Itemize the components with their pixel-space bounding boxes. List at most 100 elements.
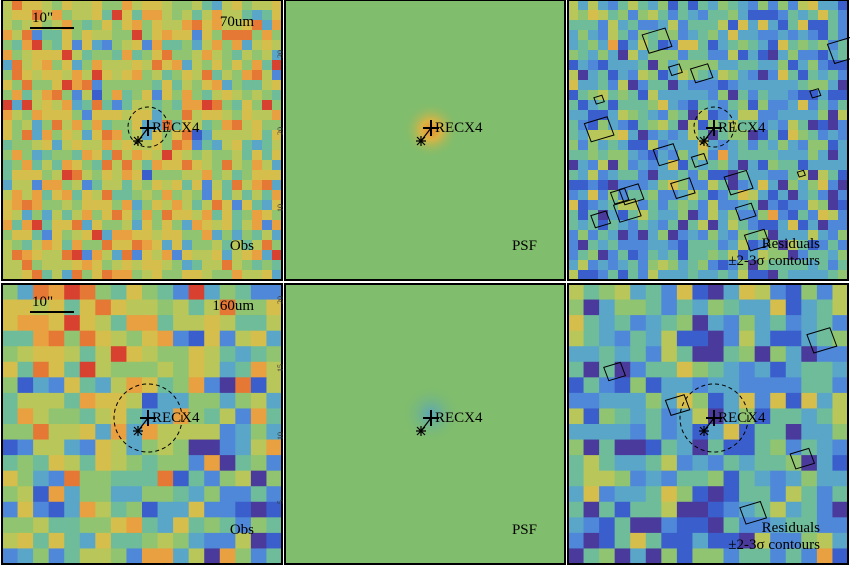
pixel <box>64 377 81 394</box>
pixel <box>614 330 631 347</box>
pixel <box>22 210 33 221</box>
pixel <box>110 486 127 503</box>
pixel <box>32 150 43 161</box>
pixel <box>658 250 669 261</box>
pixel <box>22 240 33 251</box>
pixel <box>638 270 649 281</box>
pixel <box>598 170 609 181</box>
pixel <box>222 200 233 211</box>
pixel <box>192 70 203 81</box>
pixel <box>152 180 163 191</box>
pixel <box>22 90 33 101</box>
pixel <box>676 470 693 487</box>
pixel <box>110 330 127 347</box>
pixel <box>801 330 818 347</box>
pixel <box>64 517 81 534</box>
pixel <box>688 250 699 261</box>
pixel <box>838 190 849 201</box>
pixel <box>739 532 756 549</box>
pixel <box>678 60 689 71</box>
pixel <box>598 270 609 281</box>
pixel <box>219 361 236 378</box>
pixel <box>2 377 19 394</box>
pixel <box>152 160 163 171</box>
contour <box>612 198 642 223</box>
pixel <box>192 20 203 31</box>
pixel <box>64 408 81 425</box>
pixel <box>618 210 629 221</box>
pixel <box>588 50 599 61</box>
pixel <box>708 180 719 191</box>
pixel <box>12 190 23 201</box>
pixel <box>272 190 283 201</box>
pixel <box>132 40 143 51</box>
pixel <box>95 517 112 534</box>
pixel <box>768 250 779 261</box>
pixel <box>142 170 153 181</box>
pixel <box>838 160 849 171</box>
contour <box>739 500 768 525</box>
pixel <box>64 532 81 549</box>
pixel <box>266 299 283 316</box>
pixel <box>801 361 818 378</box>
pixel <box>157 377 174 394</box>
pixel <box>266 315 283 332</box>
pixel <box>192 190 203 201</box>
pixel <box>832 517 849 534</box>
pixel <box>828 40 839 51</box>
pixel <box>778 260 789 271</box>
pixel <box>768 60 779 71</box>
pixel <box>95 424 112 441</box>
pixel <box>152 250 163 261</box>
pixel <box>95 532 112 549</box>
pixel <box>748 180 759 191</box>
pixel <box>92 80 103 91</box>
pixel <box>92 230 103 241</box>
pixel <box>798 40 809 51</box>
pixel <box>2 270 13 281</box>
pixel <box>62 50 73 61</box>
pixel <box>32 90 43 101</box>
pixel <box>738 40 749 51</box>
pixel <box>808 50 819 61</box>
pixel <box>252 120 263 131</box>
pixel <box>110 455 127 472</box>
pixel <box>738 190 749 201</box>
pixel <box>152 260 163 271</box>
pixel <box>32 210 43 221</box>
pixel <box>588 130 599 141</box>
pixel <box>798 70 809 81</box>
pixel <box>95 315 112 332</box>
pixel <box>808 130 819 141</box>
pixel <box>718 130 729 141</box>
pixel <box>768 20 779 31</box>
pixel <box>788 120 799 131</box>
pixel <box>182 250 193 261</box>
pixel <box>568 424 585 441</box>
pixel <box>173 361 190 378</box>
pixel <box>628 0 639 11</box>
source-label: RECX4 <box>435 410 483 426</box>
pixel <box>618 170 629 181</box>
pixel <box>62 80 73 91</box>
pixel <box>222 170 233 181</box>
source-label: RECX4 <box>152 120 200 136</box>
pixel <box>768 270 779 281</box>
pixel <box>182 150 193 161</box>
pixel <box>778 160 789 171</box>
pixel <box>578 120 589 131</box>
pixel <box>818 230 829 241</box>
pixel <box>82 170 93 181</box>
pixel <box>72 70 83 81</box>
contour <box>593 94 605 105</box>
pixel <box>92 110 103 121</box>
pixel <box>42 120 53 131</box>
pixel <box>162 200 173 211</box>
pixel <box>688 100 699 111</box>
pixel <box>272 230 283 241</box>
pixel <box>172 110 183 121</box>
pixel <box>32 40 43 51</box>
pixel <box>82 140 93 151</box>
pixel <box>832 330 849 347</box>
pixel <box>182 50 193 61</box>
